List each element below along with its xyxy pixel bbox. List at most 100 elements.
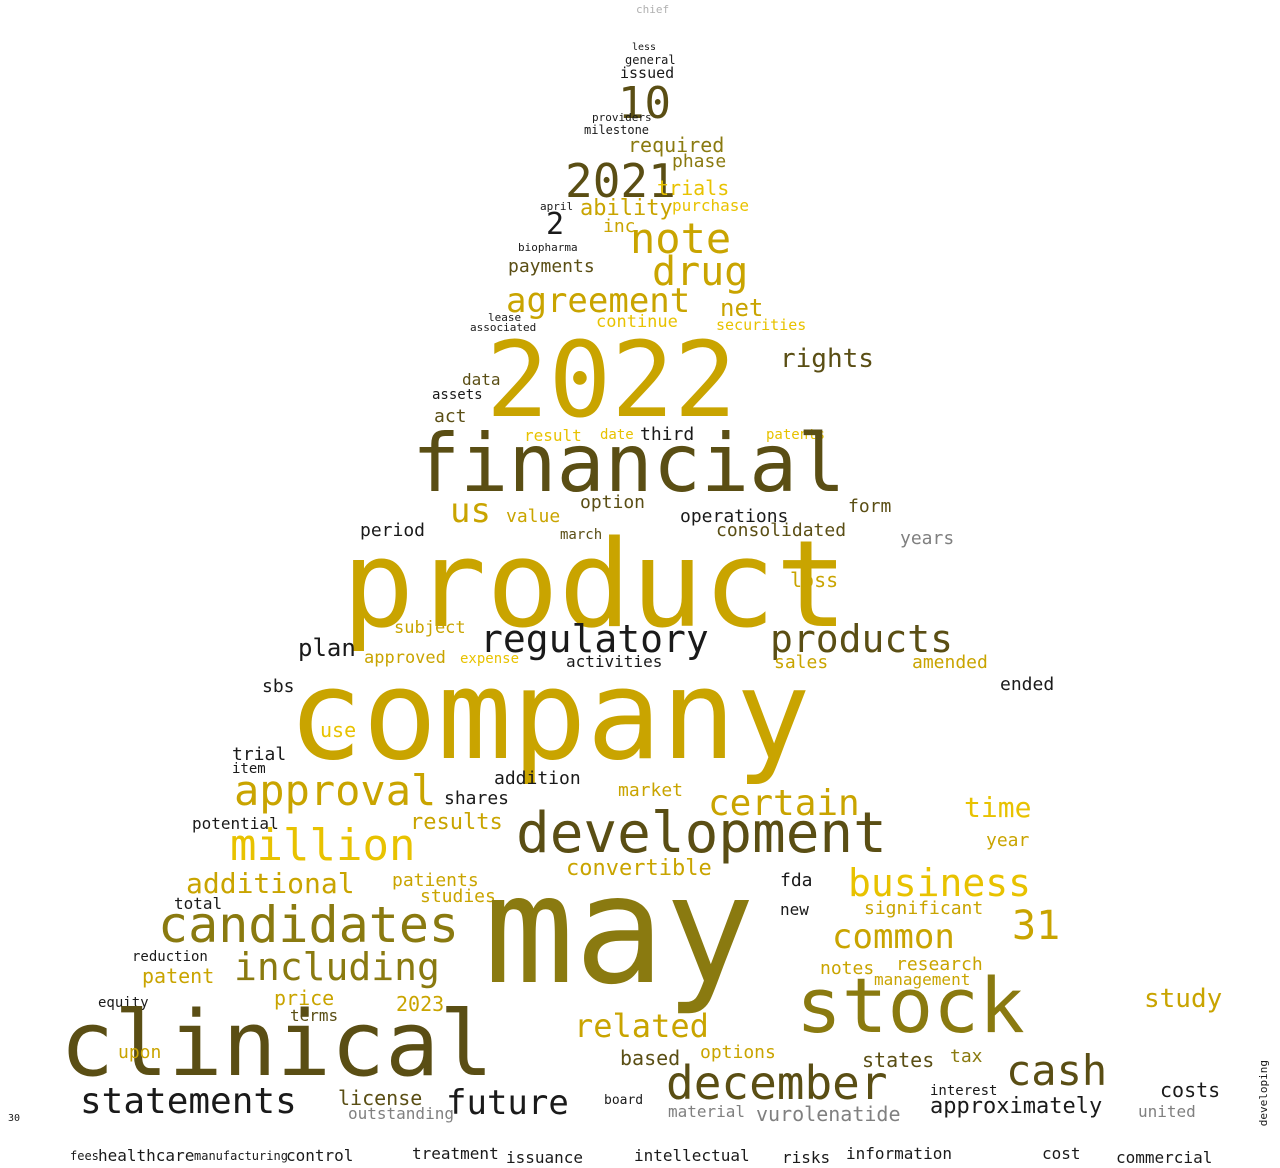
word: license bbox=[338, 1086, 423, 1110]
word: related bbox=[574, 1007, 709, 1045]
word: data bbox=[462, 370, 501, 389]
word: biopharma bbox=[518, 241, 578, 254]
word: treatment bbox=[412, 1144, 499, 1163]
word: results bbox=[410, 810, 503, 835]
word: additional bbox=[186, 867, 355, 900]
word: trials bbox=[657, 176, 730, 200]
word: 30 bbox=[8, 1113, 21, 1124]
word: market bbox=[618, 780, 684, 801]
word: 10 bbox=[618, 78, 671, 129]
word: shares bbox=[444, 788, 510, 809]
word: management bbox=[874, 970, 971, 989]
word: years bbox=[900, 528, 955, 549]
word: information bbox=[846, 1144, 952, 1163]
word: price bbox=[274, 986, 335, 1010]
word: commercial bbox=[1116, 1148, 1213, 1167]
word: patent bbox=[142, 964, 215, 988]
word: payments bbox=[508, 256, 595, 277]
word: common bbox=[832, 917, 955, 957]
word: potential bbox=[192, 814, 279, 833]
word: based bbox=[620, 1046, 681, 1070]
word: terms bbox=[290, 1006, 339, 1025]
word: chief bbox=[636, 3, 670, 16]
word: trial bbox=[232, 744, 287, 765]
word: intellectual bbox=[634, 1146, 750, 1165]
word: year bbox=[986, 830, 1030, 851]
word: required bbox=[628, 133, 725, 157]
word: candidates bbox=[158, 896, 460, 954]
word: activities bbox=[566, 652, 663, 671]
word: issuance bbox=[506, 1148, 584, 1167]
word: 2021 bbox=[565, 154, 676, 208]
word: item bbox=[232, 761, 266, 777]
word: ended bbox=[1000, 674, 1055, 695]
word: assets bbox=[432, 387, 483, 403]
word: approved bbox=[364, 648, 446, 668]
word: developing bbox=[1257, 1060, 1270, 1127]
word: 2 bbox=[546, 207, 565, 242]
word: risks bbox=[782, 1148, 831, 1167]
word: note bbox=[630, 214, 732, 263]
word: outstanding bbox=[348, 1104, 454, 1123]
word: significant bbox=[864, 898, 984, 919]
word: loss bbox=[790, 568, 839, 592]
word: fda bbox=[780, 870, 813, 891]
word: third bbox=[640, 424, 695, 445]
word: fees bbox=[70, 1149, 99, 1163]
word: sbs bbox=[262, 676, 295, 697]
word: total bbox=[174, 894, 223, 913]
word: notes bbox=[820, 958, 875, 979]
word: subject bbox=[394, 618, 466, 638]
word: drug bbox=[652, 249, 749, 295]
word: tax bbox=[950, 1046, 983, 1067]
word: study bbox=[1144, 984, 1223, 1014]
word: clinical bbox=[60, 992, 494, 1097]
word: 2023 bbox=[396, 992, 445, 1016]
word: ability bbox=[580, 196, 673, 221]
word: options bbox=[700, 1042, 776, 1063]
word: research bbox=[896, 954, 983, 975]
word: development bbox=[516, 801, 887, 866]
word: milestone bbox=[584, 123, 650, 137]
word: studies bbox=[420, 886, 496, 907]
word: 31 bbox=[1012, 903, 1061, 949]
word: vurolenatide bbox=[756, 1102, 901, 1126]
word: manufacturing bbox=[194, 1149, 288, 1163]
word: may bbox=[484, 844, 755, 1018]
word: act bbox=[434, 406, 467, 427]
word: april bbox=[540, 200, 574, 213]
word: inc bbox=[603, 216, 636, 237]
word: continue bbox=[596, 312, 678, 332]
word: certain bbox=[708, 783, 860, 824]
word: convertible bbox=[566, 856, 712, 881]
word: states bbox=[862, 1048, 935, 1072]
word: operations bbox=[680, 506, 789, 527]
word: new bbox=[780, 900, 809, 919]
word: december bbox=[666, 1056, 888, 1110]
word: time bbox=[964, 791, 1032, 824]
word: providers bbox=[592, 111, 652, 124]
word: company bbox=[288, 644, 811, 788]
word: equity bbox=[98, 995, 149, 1011]
word: interest bbox=[930, 1083, 998, 1099]
word: healthcare bbox=[98, 1146, 195, 1165]
word: expense bbox=[460, 651, 520, 667]
word: united bbox=[1138, 1102, 1196, 1121]
word: products bbox=[770, 617, 954, 661]
word: including bbox=[234, 945, 440, 989]
word: value bbox=[506, 506, 561, 527]
word: agreement bbox=[506, 281, 691, 321]
word: use bbox=[320, 718, 357, 742]
word: purchase bbox=[672, 196, 750, 215]
word: patents bbox=[766, 427, 826, 443]
word: regulatory bbox=[480, 617, 709, 661]
word: less bbox=[632, 42, 657, 53]
word: date bbox=[600, 427, 634, 443]
word: reduction bbox=[132, 949, 208, 965]
word: million bbox=[230, 820, 416, 871]
word: statements bbox=[80, 1081, 297, 1122]
word: securities bbox=[716, 316, 807, 334]
word: stock bbox=[796, 961, 1025, 1050]
word: upon bbox=[118, 1042, 162, 1063]
